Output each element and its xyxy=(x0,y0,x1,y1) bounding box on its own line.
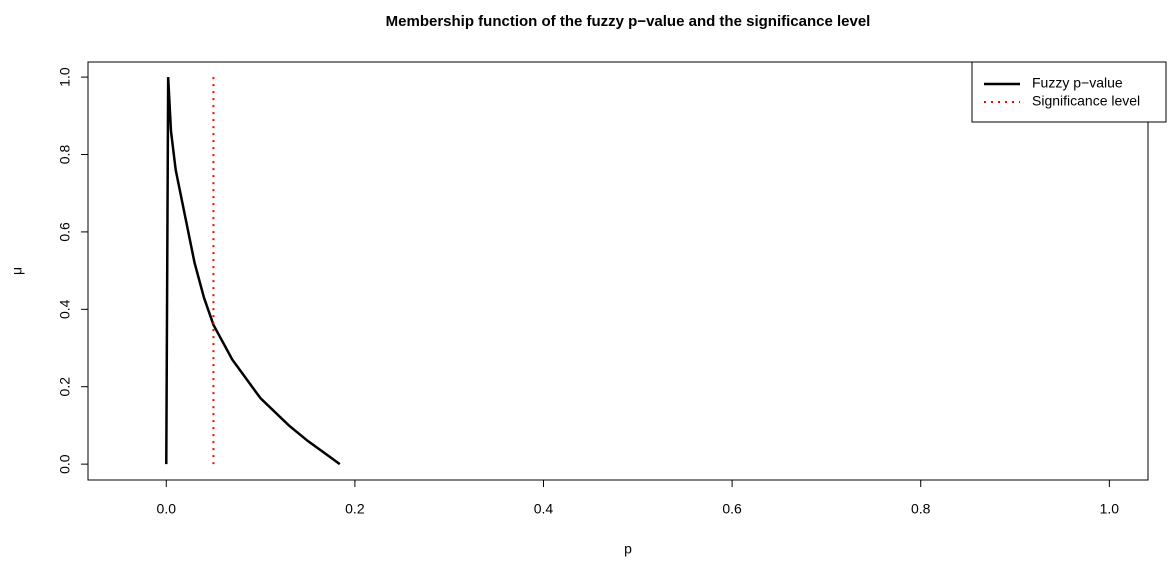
x-tick-label: 0.6 xyxy=(722,501,742,517)
series-line xyxy=(165,77,341,466)
y-tick-label: 1.0 xyxy=(57,67,73,87)
y-tick-label: 0.0 xyxy=(57,454,73,474)
legend-label: Significance level xyxy=(1032,93,1140,109)
plot-frame xyxy=(87,61,1149,481)
y-axis-label: μ xyxy=(9,267,25,275)
x-tick-label: 0.4 xyxy=(534,501,554,517)
legend-label: Fuzzy p−value xyxy=(1032,75,1123,91)
legend-box xyxy=(971,61,1167,123)
y-tick-label: 0.8 xyxy=(57,145,73,165)
x-tick-label: 0.8 xyxy=(911,501,931,517)
x-tick-label: 0.2 xyxy=(345,501,365,517)
x-tick-label: 1.0 xyxy=(1100,501,1120,517)
y-tick-label: 0.2 xyxy=(57,377,73,397)
y-tick-label: 0.4 xyxy=(57,299,73,319)
y-tick-label: 0.6 xyxy=(57,222,73,242)
chart-title: Membership function of the fuzzy p−value… xyxy=(386,13,871,30)
x-tick-label: 0.0 xyxy=(157,501,177,517)
x-axis-label: p xyxy=(624,541,632,557)
